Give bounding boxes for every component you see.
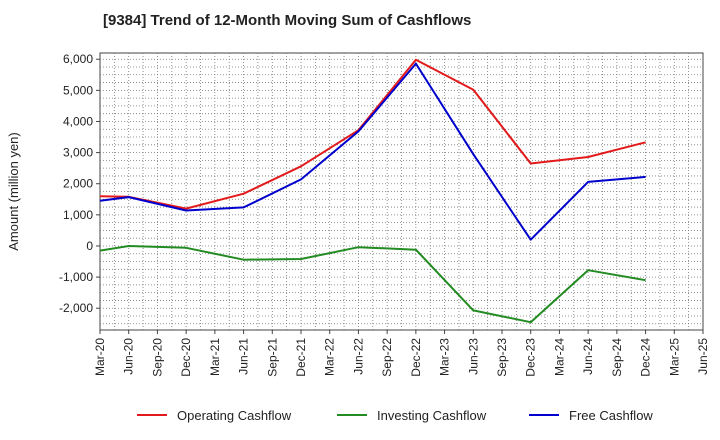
y-tick-label: 6,000: [63, 52, 93, 66]
x-tick-label: Jun-22: [351, 338, 365, 375]
series-lines: [99, 58, 646, 324]
series-line-free-cashflow: [99, 62, 646, 241]
x-tick-label: Mar-22: [323, 338, 337, 376]
x-tick-label: Sep-23: [495, 338, 509, 377]
x-tick-label: Dec-24: [639, 338, 653, 377]
x-tick-label: Sep-20: [150, 338, 164, 377]
y-axis-title: Amount (million yen): [6, 132, 21, 251]
series-line-investing-cashflow: [99, 245, 646, 324]
x-tick-label: Mar-20: [93, 338, 107, 376]
y-axis-ticks: 6,000 5,000 4,000 3,000 2,000 1,000 0 -1,000 -2,…: [59, 52, 100, 315]
chart-title: [9384] Trend of 12-Month Moving Sum of C…: [103, 12, 472, 29]
y-tick-label: 1,000: [63, 208, 93, 222]
legend-label-investing-cashflow: Investing Cashflow: [377, 408, 487, 423]
x-tick-label: Dec-21: [294, 338, 308, 377]
y-tick-label: 5,000: [63, 83, 93, 97]
y-tick-label: 4,000: [63, 114, 93, 128]
x-tick-label: Mar-24: [552, 338, 566, 376]
y-tick-label: -1,000: [59, 270, 93, 284]
x-tick-label: Mar-21: [208, 338, 222, 376]
x-tick-label: Sep-24: [610, 338, 624, 377]
y-tick-label: 3,000: [63, 146, 93, 160]
legend-label-free-cashflow: Free Cashflow: [569, 408, 653, 423]
x-tick-label: Jun-20: [122, 338, 136, 375]
x-tick-label: Jun-23: [466, 338, 480, 375]
x-tick-label: Jun-25: [696, 338, 710, 375]
x-tick-label: Jun-21: [237, 338, 251, 375]
x-tick-label: Sep-21: [265, 338, 279, 377]
y-tick-label: 0: [86, 239, 93, 253]
x-tick-label: Jun-24: [581, 338, 595, 375]
x-tick-label: Dec-22: [409, 338, 423, 377]
x-tick-label: Mar-25: [667, 338, 681, 376]
legend-label-operating-cashflow: Operating Cashflow: [177, 408, 292, 423]
x-axis-ticks: Mar-20 Jun-20 Sep-20 Dec-20 Mar-21 Jun-21 Sep-…: [93, 330, 710, 377]
x-tick-label: Sep-22: [380, 338, 394, 377]
y-tick-label: 2,000: [63, 177, 93, 191]
x-tick-label: Dec-20: [179, 338, 193, 377]
y-tick-label: -2,000: [59, 301, 93, 315]
legend: Operating Cashflow Investing Cashflow Free…: [137, 408, 653, 423]
x-tick-label: Dec-23: [524, 338, 538, 377]
x-tick-label: Mar-23: [438, 338, 452, 376]
